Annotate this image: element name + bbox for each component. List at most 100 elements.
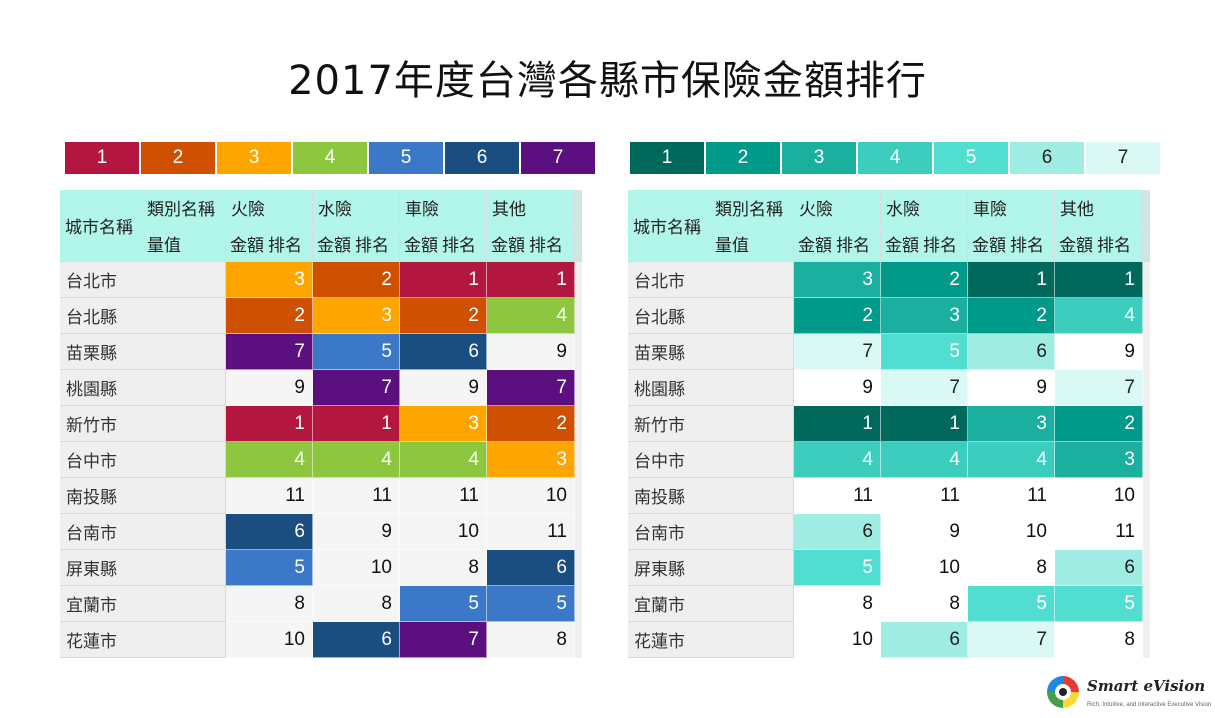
category-fire[interactable]: 火險 [226, 190, 313, 226]
rank-cell[interactable]: 7 [487, 370, 575, 406]
rank-cell[interactable]: 8 [313, 586, 400, 622]
rank-cell[interactable]: 7 [313, 370, 400, 406]
rank-cell[interactable]: 2 [226, 298, 313, 334]
scrollbar-track[interactable] [1143, 622, 1150, 658]
rank-cell[interactable]: 4 [487, 298, 575, 334]
category-header[interactable]: 類別名稱 [142, 190, 226, 226]
scrollbar-track[interactable] [575, 586, 582, 622]
row-city-label[interactable]: 南投縣 [60, 478, 226, 514]
rank-cell[interactable]: 7 [226, 334, 313, 370]
row-city-label[interactable]: 苗栗縣 [60, 334, 226, 370]
row-city-label[interactable]: 桃園縣 [60, 370, 226, 406]
row-city-label[interactable]: 宜蘭市 [628, 586, 794, 622]
rank-cell[interactable]: 3 [400, 406, 487, 442]
rank-cell[interactable]: 1 [968, 262, 1055, 298]
rank-cell[interactable]: 10 [487, 478, 575, 514]
rank-cell[interactable]: 2 [400, 298, 487, 334]
rank-cell[interactable]: 4 [1055, 298, 1143, 334]
scrollbar-track[interactable] [1143, 550, 1150, 586]
rank-cell[interactable]: 4 [968, 442, 1055, 478]
rank-cell[interactable]: 6 [881, 622, 968, 658]
rank-cell[interactable]: 10 [400, 514, 487, 550]
rank-cell[interactable]: 7 [1055, 370, 1143, 406]
rank-cell[interactable]: 9 [1055, 334, 1143, 370]
rank-cell[interactable]: 8 [881, 586, 968, 622]
scrollbar-track[interactable] [1143, 442, 1150, 478]
rank-cell[interactable]: 7 [881, 370, 968, 406]
row-city-label[interactable]: 台北縣 [628, 298, 794, 334]
category-header[interactable]: 類別名稱 [710, 190, 794, 226]
rank-cell[interactable]: 4 [226, 442, 313, 478]
rank-cell[interactable]: 3 [881, 298, 968, 334]
rank-cell[interactable]: 11 [968, 478, 1055, 514]
rank-cell[interactable]: 8 [226, 586, 313, 622]
rank-cell[interactable]: 5 [1055, 586, 1143, 622]
row-city-label[interactable]: 台南市 [60, 514, 226, 550]
scrollbar-top[interactable] [575, 190, 582, 226]
rank-cell[interactable]: 3 [968, 406, 1055, 442]
row-city-label[interactable]: 台北縣 [60, 298, 226, 334]
row-city-label[interactable]: 台南市 [628, 514, 794, 550]
rank-cell[interactable]: 9 [313, 514, 400, 550]
row-city-label[interactable]: 新竹市 [60, 406, 226, 442]
legend-swatch-4[interactable]: 4 [293, 142, 367, 174]
rank-cell[interactable]: 8 [968, 550, 1055, 586]
legend-swatch-5[interactable]: 5 [369, 142, 443, 174]
rank-cell[interactable]: 4 [400, 442, 487, 478]
measure-header[interactable]: 量值 [710, 226, 794, 262]
legend-swatch-6[interactable]: 6 [1010, 142, 1084, 174]
scrollbar-track[interactable] [1143, 586, 1150, 622]
rank-cell[interactable]: 4 [313, 442, 400, 478]
rank-cell[interactable]: 3 [1055, 442, 1143, 478]
rank-cell[interactable]: 10 [794, 622, 881, 658]
rank-cell[interactable]: 5 [487, 586, 575, 622]
row-city-label[interactable]: 南投縣 [628, 478, 794, 514]
legend-swatch-2[interactable]: 2 [141, 142, 215, 174]
rank-cell[interactable]: 2 [881, 262, 968, 298]
rank-cell[interactable]: 10 [1055, 478, 1143, 514]
rank-cell[interactable]: 6 [794, 514, 881, 550]
scrollbar-track[interactable] [575, 622, 582, 658]
rank-cell[interactable]: 11 [400, 478, 487, 514]
rank-cell[interactable]: 2 [487, 406, 575, 442]
scrollbar-header[interactable] [1143, 226, 1150, 262]
rank-cell[interactable]: 6 [400, 334, 487, 370]
legend-swatch-2[interactable]: 2 [706, 142, 780, 174]
rank-cell[interactable]: 8 [487, 622, 575, 658]
rank-cell[interactable]: 1 [1055, 262, 1143, 298]
rank-cell[interactable]: 2 [1055, 406, 1143, 442]
legend-swatch-1[interactable]: 1 [630, 142, 704, 174]
scrollbar-track[interactable] [575, 370, 582, 406]
rank-cell[interactable]: 1 [794, 406, 881, 442]
scrollbar-track[interactable] [575, 334, 582, 370]
legend-swatch-6[interactable]: 6 [445, 142, 519, 174]
row-city-label[interactable]: 台北市 [628, 262, 794, 298]
scrollbar-track[interactable] [1143, 262, 1150, 298]
scrollbar-track[interactable] [1143, 514, 1150, 550]
scrollbar-track[interactable] [1143, 370, 1150, 406]
rank-cell[interactable]: 5 [881, 334, 968, 370]
row-city-label[interactable]: 花蓮市 [60, 622, 226, 658]
rank-cell[interactable]: 5 [968, 586, 1055, 622]
legend-swatch-4[interactable]: 4 [858, 142, 932, 174]
rank-cell[interactable]: 4 [794, 442, 881, 478]
scrollbar-track[interactable] [575, 478, 582, 514]
rank-cell[interactable]: 10 [226, 622, 313, 658]
rank-cell[interactable]: 9 [794, 370, 881, 406]
rank-cell[interactable]: 10 [313, 550, 400, 586]
legend-swatch-7[interactable]: 7 [1086, 142, 1160, 174]
category-other[interactable]: 其他 [1055, 190, 1143, 226]
rank-cell[interactable]: 3 [794, 262, 881, 298]
rank-cell[interactable]: 6 [226, 514, 313, 550]
rank-cell[interactable]: 6 [487, 550, 575, 586]
legend-swatch-3[interactable]: 3 [217, 142, 291, 174]
row-city-label[interactable]: 台北市 [60, 262, 226, 298]
rank-cell[interactable]: 9 [968, 370, 1055, 406]
rank-cell[interactable]: 1 [313, 406, 400, 442]
scrollbar-track[interactable] [575, 514, 582, 550]
rank-cell[interactable]: 11 [487, 514, 575, 550]
scrollbar-track[interactable] [575, 262, 582, 298]
rank-cell[interactable]: 9 [400, 370, 487, 406]
rank-cell[interactable]: 9 [226, 370, 313, 406]
rank-cell[interactable]: 2 [313, 262, 400, 298]
